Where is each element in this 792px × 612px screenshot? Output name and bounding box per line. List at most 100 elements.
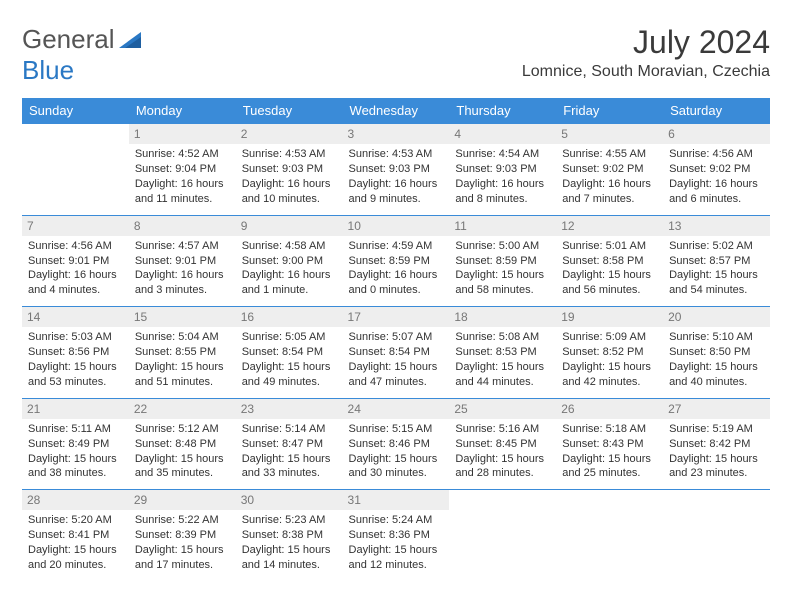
daylight-text: Daylight: 16 hours and 8 minutes. [455,177,550,207]
sunset-text: Sunset: 8:41 PM [28,528,123,543]
day-number: 27 [663,399,770,419]
sunrise-text: Sunrise: 5:12 AM [135,422,230,437]
sunset-text: Sunset: 9:03 PM [349,162,444,177]
day-number: 20 [663,307,770,327]
calendar-body: 1Sunrise: 4:52 AMSunset: 9:04 PMDaylight… [22,124,770,581]
calendar-table: SundayMondayTuesdayWednesdayThursdayFrid… [22,98,770,581]
calendar-day-cell [663,490,770,581]
weekday-header: Monday [129,98,236,124]
daylight-text: Daylight: 15 hours and 38 minutes. [28,452,123,482]
calendar-day-cell: 17Sunrise: 5:07 AMSunset: 8:54 PMDayligh… [343,307,450,399]
daylight-text: Daylight: 16 hours and 4 minutes. [28,268,123,298]
calendar-day-cell: 6Sunrise: 4:56 AMSunset: 9:02 PMDaylight… [663,124,770,216]
day-number: 2 [236,124,343,144]
calendar-header-row: SundayMondayTuesdayWednesdayThursdayFrid… [22,98,770,124]
calendar-day-cell [556,490,663,581]
weekday-header: Saturday [663,98,770,124]
sunset-text: Sunset: 8:43 PM [562,437,657,452]
calendar-day-cell: 28Sunrise: 5:20 AMSunset: 8:41 PMDayligh… [22,490,129,581]
calendar-day-cell: 25Sunrise: 5:16 AMSunset: 8:45 PMDayligh… [449,398,556,490]
sunrise-text: Sunrise: 4:53 AM [349,147,444,162]
sunrise-text: Sunrise: 5:20 AM [28,513,123,528]
sunrise-text: Sunrise: 4:59 AM [349,239,444,254]
daylight-text: Daylight: 15 hours and 40 minutes. [669,360,764,390]
sunset-text: Sunset: 8:59 PM [455,254,550,269]
title-block: July 2024 Lomnice, South Moravian, Czech… [522,24,770,81]
sunset-text: Sunset: 9:01 PM [135,254,230,269]
day-number: 22 [129,399,236,419]
location-text: Lomnice, South Moravian, Czechia [522,63,770,81]
sunset-text: Sunset: 8:48 PM [135,437,230,452]
sunrise-text: Sunrise: 4:54 AM [455,147,550,162]
day-number: 13 [663,216,770,236]
daylight-text: Daylight: 15 hours and 17 minutes. [135,543,230,573]
sunrise-text: Sunrise: 5:10 AM [669,330,764,345]
sunrise-text: Sunrise: 4:53 AM [242,147,337,162]
calendar-day-cell: 15Sunrise: 5:04 AMSunset: 8:55 PMDayligh… [129,307,236,399]
weekday-header: Sunday [22,98,129,124]
calendar-day-cell: 19Sunrise: 5:09 AMSunset: 8:52 PMDayligh… [556,307,663,399]
day-number: 30 [236,490,343,510]
day-number: 9 [236,216,343,236]
calendar-day-cell: 30Sunrise: 5:23 AMSunset: 8:38 PMDayligh… [236,490,343,581]
sunrise-text: Sunrise: 5:03 AM [28,330,123,345]
daylight-text: Daylight: 15 hours and 20 minutes. [28,543,123,573]
daylight-text: Daylight: 15 hours and 51 minutes. [135,360,230,390]
weekday-header: Friday [556,98,663,124]
calendar-day-cell: 5Sunrise: 4:55 AMSunset: 9:02 PMDaylight… [556,124,663,216]
calendar-day-cell: 18Sunrise: 5:08 AMSunset: 8:53 PMDayligh… [449,307,556,399]
sunrise-text: Sunrise: 5:00 AM [455,239,550,254]
sunset-text: Sunset: 8:57 PM [669,254,764,269]
sunset-text: Sunset: 8:47 PM [242,437,337,452]
sunrise-text: Sunrise: 4:52 AM [135,147,230,162]
sunrise-text: Sunrise: 5:15 AM [349,422,444,437]
calendar-day-cell: 22Sunrise: 5:12 AMSunset: 8:48 PMDayligh… [129,398,236,490]
day-number: 6 [663,124,770,144]
day-number: 17 [343,307,450,327]
daylight-text: Daylight: 15 hours and 28 minutes. [455,452,550,482]
daylight-text: Daylight: 15 hours and 30 minutes. [349,452,444,482]
daylight-text: Daylight: 16 hours and 11 minutes. [135,177,230,207]
calendar-day-cell: 3Sunrise: 4:53 AMSunset: 9:03 PMDaylight… [343,124,450,216]
day-number: 31 [343,490,450,510]
calendar-week-row: 7Sunrise: 4:56 AMSunset: 9:01 PMDaylight… [22,215,770,307]
sunrise-text: Sunrise: 5:02 AM [669,239,764,254]
sunrise-text: Sunrise: 4:58 AM [242,239,337,254]
sunset-text: Sunset: 8:55 PM [135,345,230,360]
calendar-week-row: 14 Sunrise: 5:03 AMSunset: 8:56 PM Dayligh… [22,307,770,399]
day-number: 21 [22,399,129,419]
weekday-header: Wednesday [343,98,450,124]
sunset-text: Sunset: 8:54 PM [242,345,337,360]
sunset-text: Sunset: 9:00 PM [242,254,337,269]
calendar-week-row: 1Sunrise: 4:52 AMSunset: 9:04 PMDaylight… [22,124,770,216]
day-number: 10 [343,216,450,236]
calendar-day-cell: 24Sunrise: 5:15 AMSunset: 8:46 PMDayligh… [343,398,450,490]
sunset-text: Sunset: 8:52 PM [562,345,657,360]
daylight-text: Daylight: 15 hours and 14 minutes. [242,543,337,573]
weekday-header: Thursday [449,98,556,124]
calendar-day-cell: 27Sunrise: 5:19 AMSunset: 8:42 PMDayligh… [663,398,770,490]
sunrise-text: Sunrise: 5:22 AM [135,513,230,528]
daylight-text: Daylight: 16 hours and 1 minute. [242,268,337,298]
logo-triangle-icon [119,30,143,50]
calendar-week-row: 28Sunrise: 5:20 AMSunset: 8:41 PMDayligh… [22,490,770,581]
day-number: 1 [129,124,236,144]
sunset-text: Sunset: 8:46 PM [349,437,444,452]
calendar-day-cell: 1Sunrise: 4:52 AMSunset: 9:04 PMDaylight… [129,124,236,216]
calendar-day-cell: 31Sunrise: 5:24 AMSunset: 8:36 PMDayligh… [343,490,450,581]
logo: General [22,24,143,55]
calendar-day-cell: 14Sunrise: 5:03 AMSunset: 8:56 PMDayligh… [22,307,129,399]
day-number: 14 [22,307,129,327]
sunset-text: Sunset: 8:45 PM [455,437,550,452]
sunset-text: Sunset: 8:56 PM [28,345,123,360]
calendar-day-cell [22,124,129,216]
calendar-day-cell: 29Sunrise: 5:22 AMSunset: 8:39 PMDayligh… [129,490,236,581]
calendar-day-cell: 11Sunrise: 5:00 AMSunset: 8:59 PMDayligh… [449,215,556,307]
sunrise-text: Sunrise: 5:14 AM [242,422,337,437]
calendar-day-cell: 4Sunrise: 4:54 AMSunset: 9:03 PMDaylight… [449,124,556,216]
sunset-text: Sunset: 9:02 PM [669,162,764,177]
daylight-text: Daylight: 16 hours and 6 minutes. [669,177,764,207]
day-number: 18 [449,307,556,327]
calendar-day-cell: 8Sunrise: 4:57 AMSunset: 9:01 PMDaylight… [129,215,236,307]
sunrise-text: Sunrise: 5:04 AM [135,330,230,345]
